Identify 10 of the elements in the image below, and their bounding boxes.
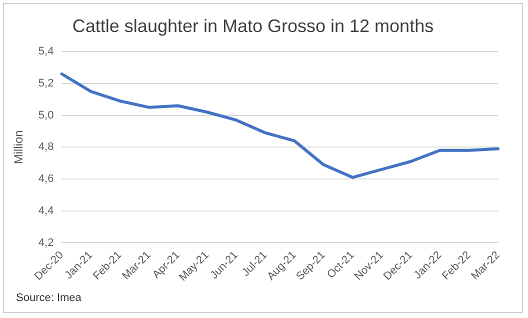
y-tick-label: 5,2 bbox=[38, 77, 54, 90]
y-tick-label: 4,8 bbox=[38, 141, 54, 154]
y-tick-label: 4,6 bbox=[38, 173, 54, 186]
chart-title: Cattle slaughter in Mato Grosso in 12 months bbox=[72, 16, 434, 36]
y-tick-label: 4,4 bbox=[38, 204, 54, 217]
source-note: Source: Imea bbox=[16, 292, 82, 304]
y-tick-label: 5,0 bbox=[38, 109, 54, 122]
y-tick-label: 5,4 bbox=[38, 46, 54, 58]
y-tick-label: 4,2 bbox=[38, 236, 54, 249]
y-axis-title: Million bbox=[12, 130, 26, 164]
